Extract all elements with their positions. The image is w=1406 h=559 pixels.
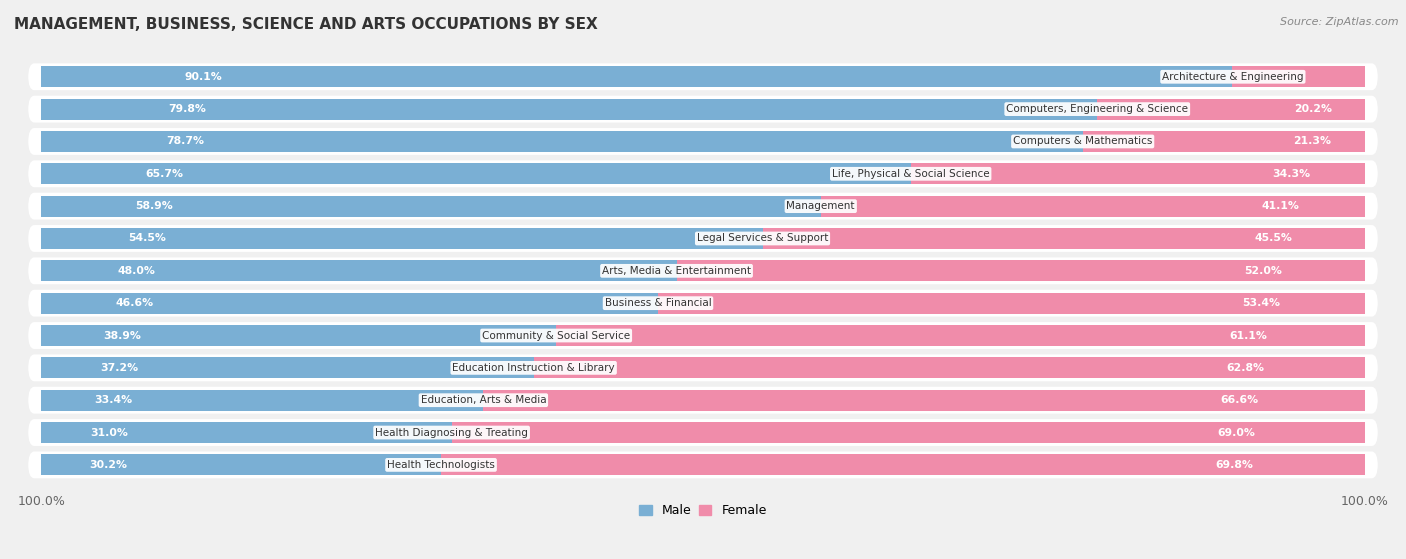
Text: 69.8%: 69.8% bbox=[1216, 460, 1254, 470]
FancyBboxPatch shape bbox=[28, 128, 1378, 155]
Text: 21.3%: 21.3% bbox=[1292, 136, 1330, 146]
Text: Health Technologists: Health Technologists bbox=[387, 460, 495, 470]
Text: Life, Physical & Social Science: Life, Physical & Social Science bbox=[832, 169, 990, 179]
Text: 38.9%: 38.9% bbox=[103, 330, 141, 340]
Text: 58.9%: 58.9% bbox=[135, 201, 173, 211]
Text: 61.1%: 61.1% bbox=[1230, 330, 1268, 340]
Bar bbox=[42, 131, 1083, 152]
Text: Education Instruction & Library: Education Instruction & Library bbox=[453, 363, 614, 373]
FancyBboxPatch shape bbox=[28, 193, 1378, 220]
Bar bbox=[42, 325, 557, 346]
Text: 31.0%: 31.0% bbox=[91, 428, 128, 438]
Bar bbox=[42, 454, 441, 475]
Text: 37.2%: 37.2% bbox=[101, 363, 139, 373]
FancyBboxPatch shape bbox=[28, 419, 1378, 446]
Text: 53.4%: 53.4% bbox=[1241, 298, 1279, 308]
Bar bbox=[1232, 67, 1364, 87]
FancyBboxPatch shape bbox=[28, 257, 1378, 285]
Text: Health Diagnosing & Treating: Health Diagnosing & Treating bbox=[375, 428, 529, 438]
FancyBboxPatch shape bbox=[28, 160, 1378, 187]
Text: Legal Services & Support: Legal Services & Support bbox=[697, 234, 828, 244]
Bar bbox=[911, 163, 1364, 184]
FancyBboxPatch shape bbox=[28, 96, 1378, 122]
Bar bbox=[762, 228, 1364, 249]
Text: 30.2%: 30.2% bbox=[90, 460, 128, 470]
Text: 45.5%: 45.5% bbox=[1254, 234, 1292, 244]
Bar bbox=[42, 293, 658, 314]
Text: Computers, Engineering & Science: Computers, Engineering & Science bbox=[1007, 104, 1188, 114]
Bar bbox=[821, 196, 1364, 217]
Text: Computers & Mathematics: Computers & Mathematics bbox=[1012, 136, 1153, 146]
Bar bbox=[42, 228, 762, 249]
FancyBboxPatch shape bbox=[28, 452, 1378, 479]
FancyBboxPatch shape bbox=[28, 354, 1378, 381]
Bar bbox=[1097, 98, 1364, 120]
Bar bbox=[42, 422, 451, 443]
Bar bbox=[42, 67, 1233, 87]
Text: 69.0%: 69.0% bbox=[1218, 428, 1256, 438]
Legend: Male, Female: Male, Female bbox=[634, 499, 772, 522]
Bar bbox=[42, 98, 1097, 120]
FancyBboxPatch shape bbox=[28, 290, 1378, 316]
Text: 46.6%: 46.6% bbox=[115, 298, 153, 308]
Text: 10.0%: 10.0% bbox=[1187, 72, 1222, 82]
Bar bbox=[534, 357, 1364, 378]
Text: Education, Arts & Media: Education, Arts & Media bbox=[420, 395, 546, 405]
Bar bbox=[484, 390, 1364, 411]
Bar bbox=[42, 357, 534, 378]
FancyBboxPatch shape bbox=[28, 225, 1378, 252]
Text: 48.0%: 48.0% bbox=[118, 266, 156, 276]
Bar bbox=[451, 422, 1364, 443]
Bar bbox=[42, 196, 821, 217]
Bar bbox=[1083, 131, 1364, 152]
Text: 65.7%: 65.7% bbox=[146, 169, 184, 179]
Text: 79.8%: 79.8% bbox=[169, 104, 207, 114]
Text: 41.1%: 41.1% bbox=[1261, 201, 1299, 211]
FancyBboxPatch shape bbox=[28, 387, 1378, 414]
FancyBboxPatch shape bbox=[28, 322, 1378, 349]
Text: 33.4%: 33.4% bbox=[94, 395, 132, 405]
Text: Source: ZipAtlas.com: Source: ZipAtlas.com bbox=[1281, 17, 1399, 27]
Text: Architecture & Engineering: Architecture & Engineering bbox=[1163, 72, 1303, 82]
Text: 52.0%: 52.0% bbox=[1244, 266, 1282, 276]
Text: Management: Management bbox=[786, 201, 855, 211]
Text: 20.2%: 20.2% bbox=[1295, 104, 1333, 114]
Text: 66.6%: 66.6% bbox=[1220, 395, 1258, 405]
Text: Business & Financial: Business & Financial bbox=[605, 298, 711, 308]
Text: 78.7%: 78.7% bbox=[166, 136, 204, 146]
Bar bbox=[42, 163, 911, 184]
Text: 62.8%: 62.8% bbox=[1227, 363, 1265, 373]
Text: MANAGEMENT, BUSINESS, SCIENCE AND ARTS OCCUPATIONS BY SEX: MANAGEMENT, BUSINESS, SCIENCE AND ARTS O… bbox=[14, 17, 598, 32]
Text: 34.3%: 34.3% bbox=[1272, 169, 1310, 179]
Bar bbox=[676, 260, 1364, 281]
FancyBboxPatch shape bbox=[28, 63, 1378, 90]
Bar bbox=[557, 325, 1364, 346]
Text: 54.5%: 54.5% bbox=[128, 234, 166, 244]
Bar bbox=[42, 390, 484, 411]
Text: 90.1%: 90.1% bbox=[184, 72, 222, 82]
Text: Arts, Media & Entertainment: Arts, Media & Entertainment bbox=[602, 266, 751, 276]
Text: Community & Social Service: Community & Social Service bbox=[482, 330, 630, 340]
Bar bbox=[441, 454, 1364, 475]
Bar bbox=[658, 293, 1364, 314]
Bar bbox=[42, 260, 676, 281]
